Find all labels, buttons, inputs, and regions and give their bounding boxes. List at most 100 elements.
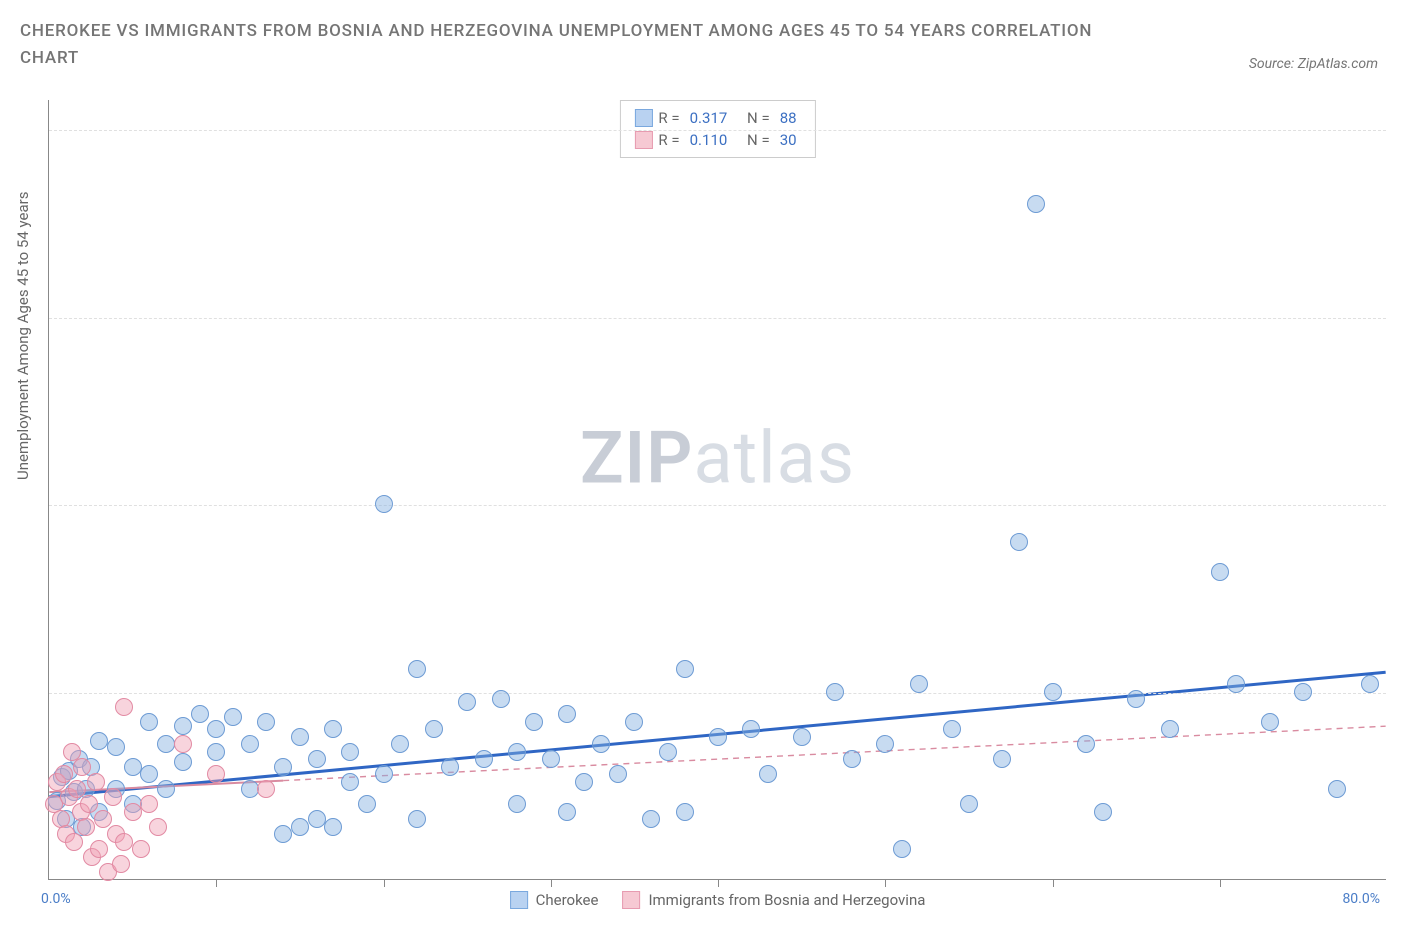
data-point (308, 750, 326, 768)
data-point (174, 753, 192, 771)
x-tick (384, 879, 385, 887)
data-point (1044, 683, 1062, 701)
r-value: 0.110 (690, 131, 728, 149)
data-point (157, 780, 175, 798)
y-axis-label: Unemployment Among Ages 45 to 54 years (14, 192, 32, 480)
x-axis-origin-label: 0.0% (41, 891, 71, 907)
n-value: 30 (780, 131, 797, 149)
legend-stats: R = 0.317 N = 88 R = 0.110 N = 30 (619, 100, 815, 158)
data-point (124, 803, 142, 821)
data-point (1077, 735, 1095, 753)
legend-swatch (510, 891, 528, 909)
data-point (140, 713, 158, 731)
data-point (1010, 533, 1028, 551)
data-point (609, 765, 627, 783)
data-point (341, 773, 359, 791)
data-point (642, 810, 660, 828)
data-point (1294, 683, 1312, 701)
data-point (224, 708, 242, 726)
gridline (49, 130, 1386, 131)
x-tick (551, 879, 552, 887)
data-point (140, 795, 158, 813)
data-point (174, 717, 192, 735)
data-point (759, 765, 777, 783)
data-point (1127, 690, 1145, 708)
data-point (291, 818, 309, 836)
data-point (525, 713, 543, 731)
data-point (458, 693, 476, 711)
data-point (1261, 713, 1279, 731)
data-point (742, 720, 760, 738)
x-axis-max-label: 80.0% (1342, 891, 1380, 907)
data-point (508, 743, 526, 761)
data-point (77, 818, 95, 836)
legend-series: Cherokee Immigrants from Bosnia and Herz… (510, 891, 926, 909)
data-point (358, 795, 376, 813)
source-attribution: Source: ZipAtlas.com (1249, 56, 1386, 72)
data-point (132, 840, 150, 858)
data-point (508, 795, 526, 813)
data-point (207, 743, 225, 761)
legend-label: Cherokee (536, 891, 599, 909)
data-point (1361, 675, 1379, 693)
data-point (425, 720, 443, 738)
data-point (274, 825, 292, 843)
chart-title: CHEROKEE VS IMMIGRANTS FROM BOSNIA AND H… (20, 18, 1120, 72)
r-value: 0.317 (690, 109, 728, 127)
data-point (291, 728, 309, 746)
data-point (241, 780, 259, 798)
data-point (157, 735, 175, 753)
data-point (659, 743, 677, 761)
n-label: N = (747, 131, 770, 149)
data-point (709, 728, 727, 746)
data-point (308, 810, 326, 828)
data-point (391, 735, 409, 753)
data-point (676, 803, 694, 821)
data-point (207, 765, 225, 783)
legend-item: Immigrants from Bosnia and Herzegovina (622, 891, 925, 909)
data-point (375, 765, 393, 783)
gridline (49, 505, 1386, 506)
watermark: ZIPatlas (580, 416, 855, 501)
legend-item: Cherokee (510, 891, 599, 909)
data-point (1027, 195, 1045, 213)
data-point (191, 705, 209, 723)
data-point (274, 758, 292, 776)
data-point (324, 720, 342, 738)
data-point (475, 750, 493, 768)
data-point (625, 713, 643, 731)
x-tick (216, 879, 217, 887)
data-point (375, 495, 393, 513)
data-point (1161, 720, 1179, 738)
x-tick (885, 879, 886, 887)
data-point (910, 675, 928, 693)
data-point (1328, 780, 1346, 798)
data-point (1094, 803, 1112, 821)
data-point (826, 683, 844, 701)
legend-stats-row: R = 0.317 N = 88 (634, 107, 800, 129)
x-tick (718, 879, 719, 887)
data-point (55, 765, 73, 783)
data-point (94, 810, 112, 828)
data-point (893, 840, 911, 858)
data-point (107, 738, 125, 756)
data-point (80, 795, 98, 813)
data-point (793, 728, 811, 746)
data-point (492, 690, 510, 708)
data-point (257, 713, 275, 731)
data-point (90, 732, 108, 750)
n-label: N = (747, 109, 770, 127)
data-point (341, 743, 359, 761)
data-point (87, 773, 105, 791)
data-point (843, 750, 861, 768)
gridline (49, 318, 1386, 319)
r-label: R = (658, 109, 679, 127)
data-point (558, 705, 576, 723)
data-point (876, 735, 894, 753)
data-point (1227, 675, 1245, 693)
data-point (441, 758, 459, 776)
data-point (542, 750, 560, 768)
legend-swatch (634, 109, 652, 127)
data-point (115, 698, 133, 716)
data-point (1211, 563, 1229, 581)
